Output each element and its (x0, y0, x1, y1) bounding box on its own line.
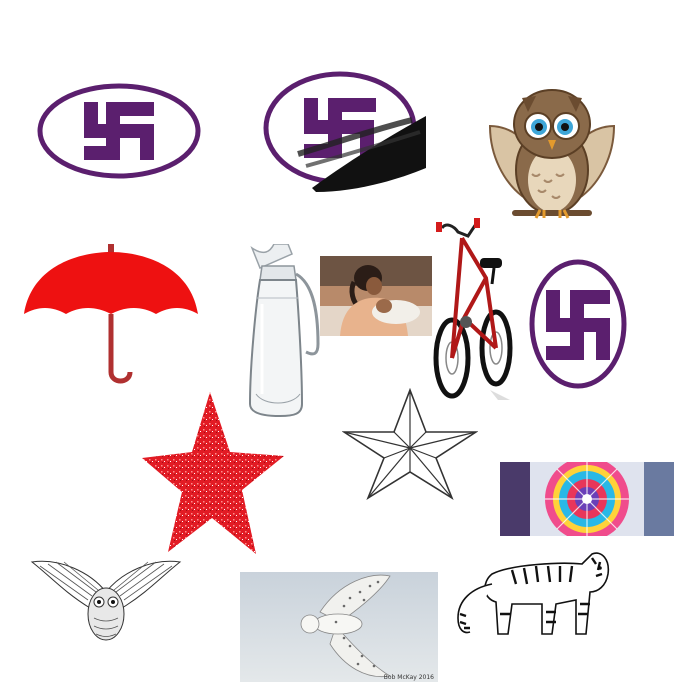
red-umbrella-icon (22, 244, 200, 386)
swastika-emblem-smudged-icon (262, 70, 428, 194)
ornate-owl-icon (30, 552, 182, 644)
outline-star-icon (342, 388, 478, 500)
bicycle-icon (432, 218, 516, 400)
glass-jug-icon (244, 244, 322, 418)
mandala-pattern-icon (500, 462, 674, 536)
mother-and-child-photo (320, 256, 432, 336)
snowy-owl-photo: Bob McKay 2016 (240, 572, 438, 682)
tiger-sketch-icon (452, 534, 612, 642)
cartoon-owl-icon (482, 86, 622, 228)
photo-credit: Bob McKay 2016 (383, 674, 434, 681)
red-glitter-star-icon (142, 392, 284, 554)
swastika-circle-icon (526, 256, 630, 392)
swastika-emblem-icon (36, 82, 202, 180)
